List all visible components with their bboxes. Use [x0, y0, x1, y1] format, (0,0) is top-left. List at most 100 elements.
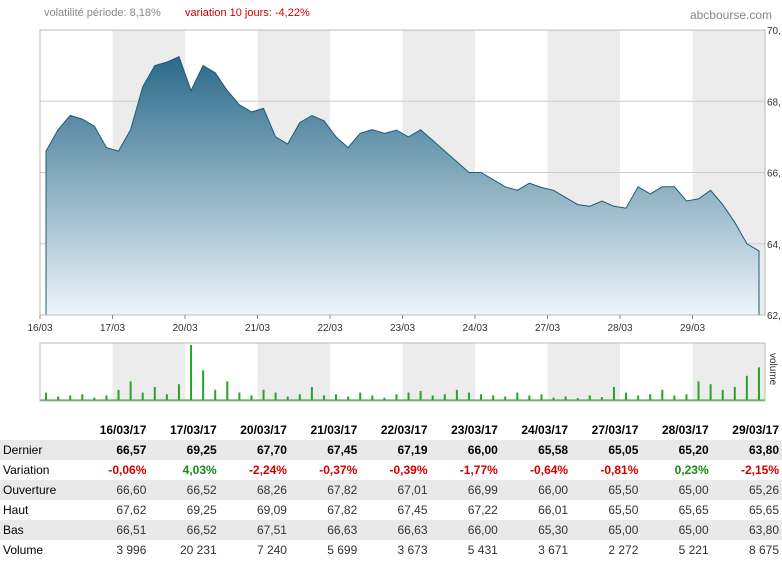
- volume-bar: [57, 396, 60, 401]
- row-label: Volume: [3, 543, 44, 557]
- volume-bar: [335, 394, 338, 401]
- price-area: [45, 56, 760, 316]
- table-cell: 66,63: [327, 523, 358, 537]
- table-cell: 69,25: [186, 443, 217, 457]
- table-cell: 2 272: [608, 543, 639, 557]
- x-tick-label: 16/03: [27, 323, 52, 334]
- y-tick-label: 64,: [767, 240, 781, 251]
- table-cell: 66,60: [116, 483, 147, 497]
- volume-day-band: [547, 343, 620, 401]
- table-cell: -2,15%: [740, 463, 779, 477]
- volume-bar: [697, 381, 700, 401]
- date-column-header: 28/03/17: [661, 423, 709, 437]
- table-row: Haut 67,62 69,25 69,09 67,82 67,45 67,22 66,01 6…: [0, 500, 782, 520]
- volume-bar: [504, 396, 507, 401]
- volume-bar: [600, 397, 603, 401]
- volume-bar: [165, 394, 168, 401]
- volume-bar: [153, 387, 156, 401]
- site-brand[interactable]: abcbourse.com: [689, 8, 772, 22]
- table-cell: -0,64%: [530, 463, 569, 477]
- date-column-header: 27/03/17: [591, 423, 639, 437]
- volume-day-bands: [112, 343, 765, 401]
- volume-day-band: [257, 343, 330, 401]
- table-cell: 65,00: [608, 523, 639, 537]
- volume-bar: [322, 395, 325, 401]
- date-column-header: 23/03/17: [451, 423, 498, 437]
- volume-bar: [105, 395, 108, 401]
- table-cell: -0,81%: [600, 463, 639, 477]
- x-tick-label: 23/03: [390, 323, 415, 334]
- table-cell: 65,00: [678, 483, 709, 497]
- volume-bar: [612, 387, 615, 401]
- date-column-header: 21/03/17: [310, 423, 358, 437]
- table-row: Dernier 66,57 69,25 67,70 67,45 67,19 66,00 65,…: [0, 440, 782, 460]
- table-cell: 66,52: [186, 523, 217, 537]
- volume-day-band: [112, 343, 185, 401]
- volume-bar: [177, 384, 180, 401]
- table-cell: 66,57: [116, 443, 147, 457]
- volume-bar: [540, 394, 543, 401]
- y-axis-ticks: 70, 68, 66, 64, 62,: [767, 26, 781, 322]
- volatility-stat: volatilité période: 8,18%: [44, 7, 161, 19]
- volume-bar: [709, 384, 712, 401]
- volume-bar: [286, 396, 289, 401]
- y-tick-label: 70,: [767, 26, 781, 37]
- date-column-header: 29/03/17: [732, 423, 779, 437]
- table-cell: 67,62: [116, 503, 147, 517]
- volume-bar: [443, 394, 446, 401]
- volume-bar: [383, 397, 386, 401]
- volume-bar: [419, 390, 422, 401]
- table-cell: -0,06%: [108, 463, 147, 477]
- table-cell: 65,20: [678, 443, 709, 457]
- table-cell: 67,01: [397, 483, 428, 497]
- table-header-row: 16/03/17 17/03/17 20/03/17 21/03/17 22/03/17…: [0, 420, 782, 440]
- volume-bar: [480, 394, 483, 401]
- table-cell: 66,00: [467, 443, 498, 457]
- row-label: Bas: [3, 523, 24, 537]
- volume-bar: [745, 375, 748, 401]
- volume-bar: [552, 397, 555, 401]
- table-cell: 66,51: [116, 523, 147, 537]
- volume-bar: [637, 395, 640, 401]
- table-row: Volume 3 996 20 231 7 240 5 699 3 673 5 431 3 6…: [0, 540, 782, 560]
- volume-bar: [359, 392, 362, 401]
- table-row: Variation -0,06% 4,03% -2,24% -0,37% -0,39% -1…: [0, 460, 782, 480]
- table-cell: 7 240: [256, 543, 287, 557]
- table-cell: 67,82: [327, 503, 358, 517]
- volume-bar: [238, 392, 241, 401]
- volume-bar: [117, 389, 120, 401]
- date-column-header: 16/03/17: [99, 423, 147, 437]
- table-cell: 65,50: [608, 483, 639, 497]
- volume-bar: [721, 389, 724, 401]
- volume-bar: [649, 394, 652, 401]
- volume-day-band: [402, 343, 475, 401]
- table-cell: 65,50: [608, 503, 639, 517]
- table-cell: 65,65: [748, 503, 779, 517]
- volume-bar: [431, 395, 434, 401]
- volume-bar: [625, 392, 628, 401]
- y-tick-label: 68,: [767, 97, 781, 108]
- table-cell: 69,09: [256, 503, 287, 517]
- volume-bar: [395, 394, 398, 401]
- table-cell: 63,80: [748, 443, 779, 457]
- volume-bar: [757, 367, 760, 401]
- row-label: Ouverture: [3, 483, 57, 497]
- table-cell: 5 699: [327, 543, 358, 557]
- table-cell: 67,22: [467, 503, 498, 517]
- volume-bar: [202, 370, 205, 401]
- table-cell: 5 221: [678, 543, 709, 557]
- table-cell: 3 673: [397, 543, 428, 557]
- x-tick-label: 24/03: [462, 323, 487, 334]
- x-tick-label: 17/03: [100, 323, 125, 334]
- table-cell: 65,58: [538, 443, 569, 457]
- volume-plot-frame: [39, 342, 766, 402]
- volume-bar: [347, 396, 350, 401]
- volume-bar: [733, 387, 736, 401]
- date-column-header: 24/03/17: [521, 423, 569, 437]
- volume-bar: [129, 381, 132, 401]
- table-cell: 65,65: [678, 503, 709, 517]
- x-tick-label: 22/03: [317, 323, 342, 334]
- table-cell: 67,82: [327, 483, 358, 497]
- table-cell: 67,19: [397, 443, 428, 457]
- table-cell: 66,00: [467, 523, 498, 537]
